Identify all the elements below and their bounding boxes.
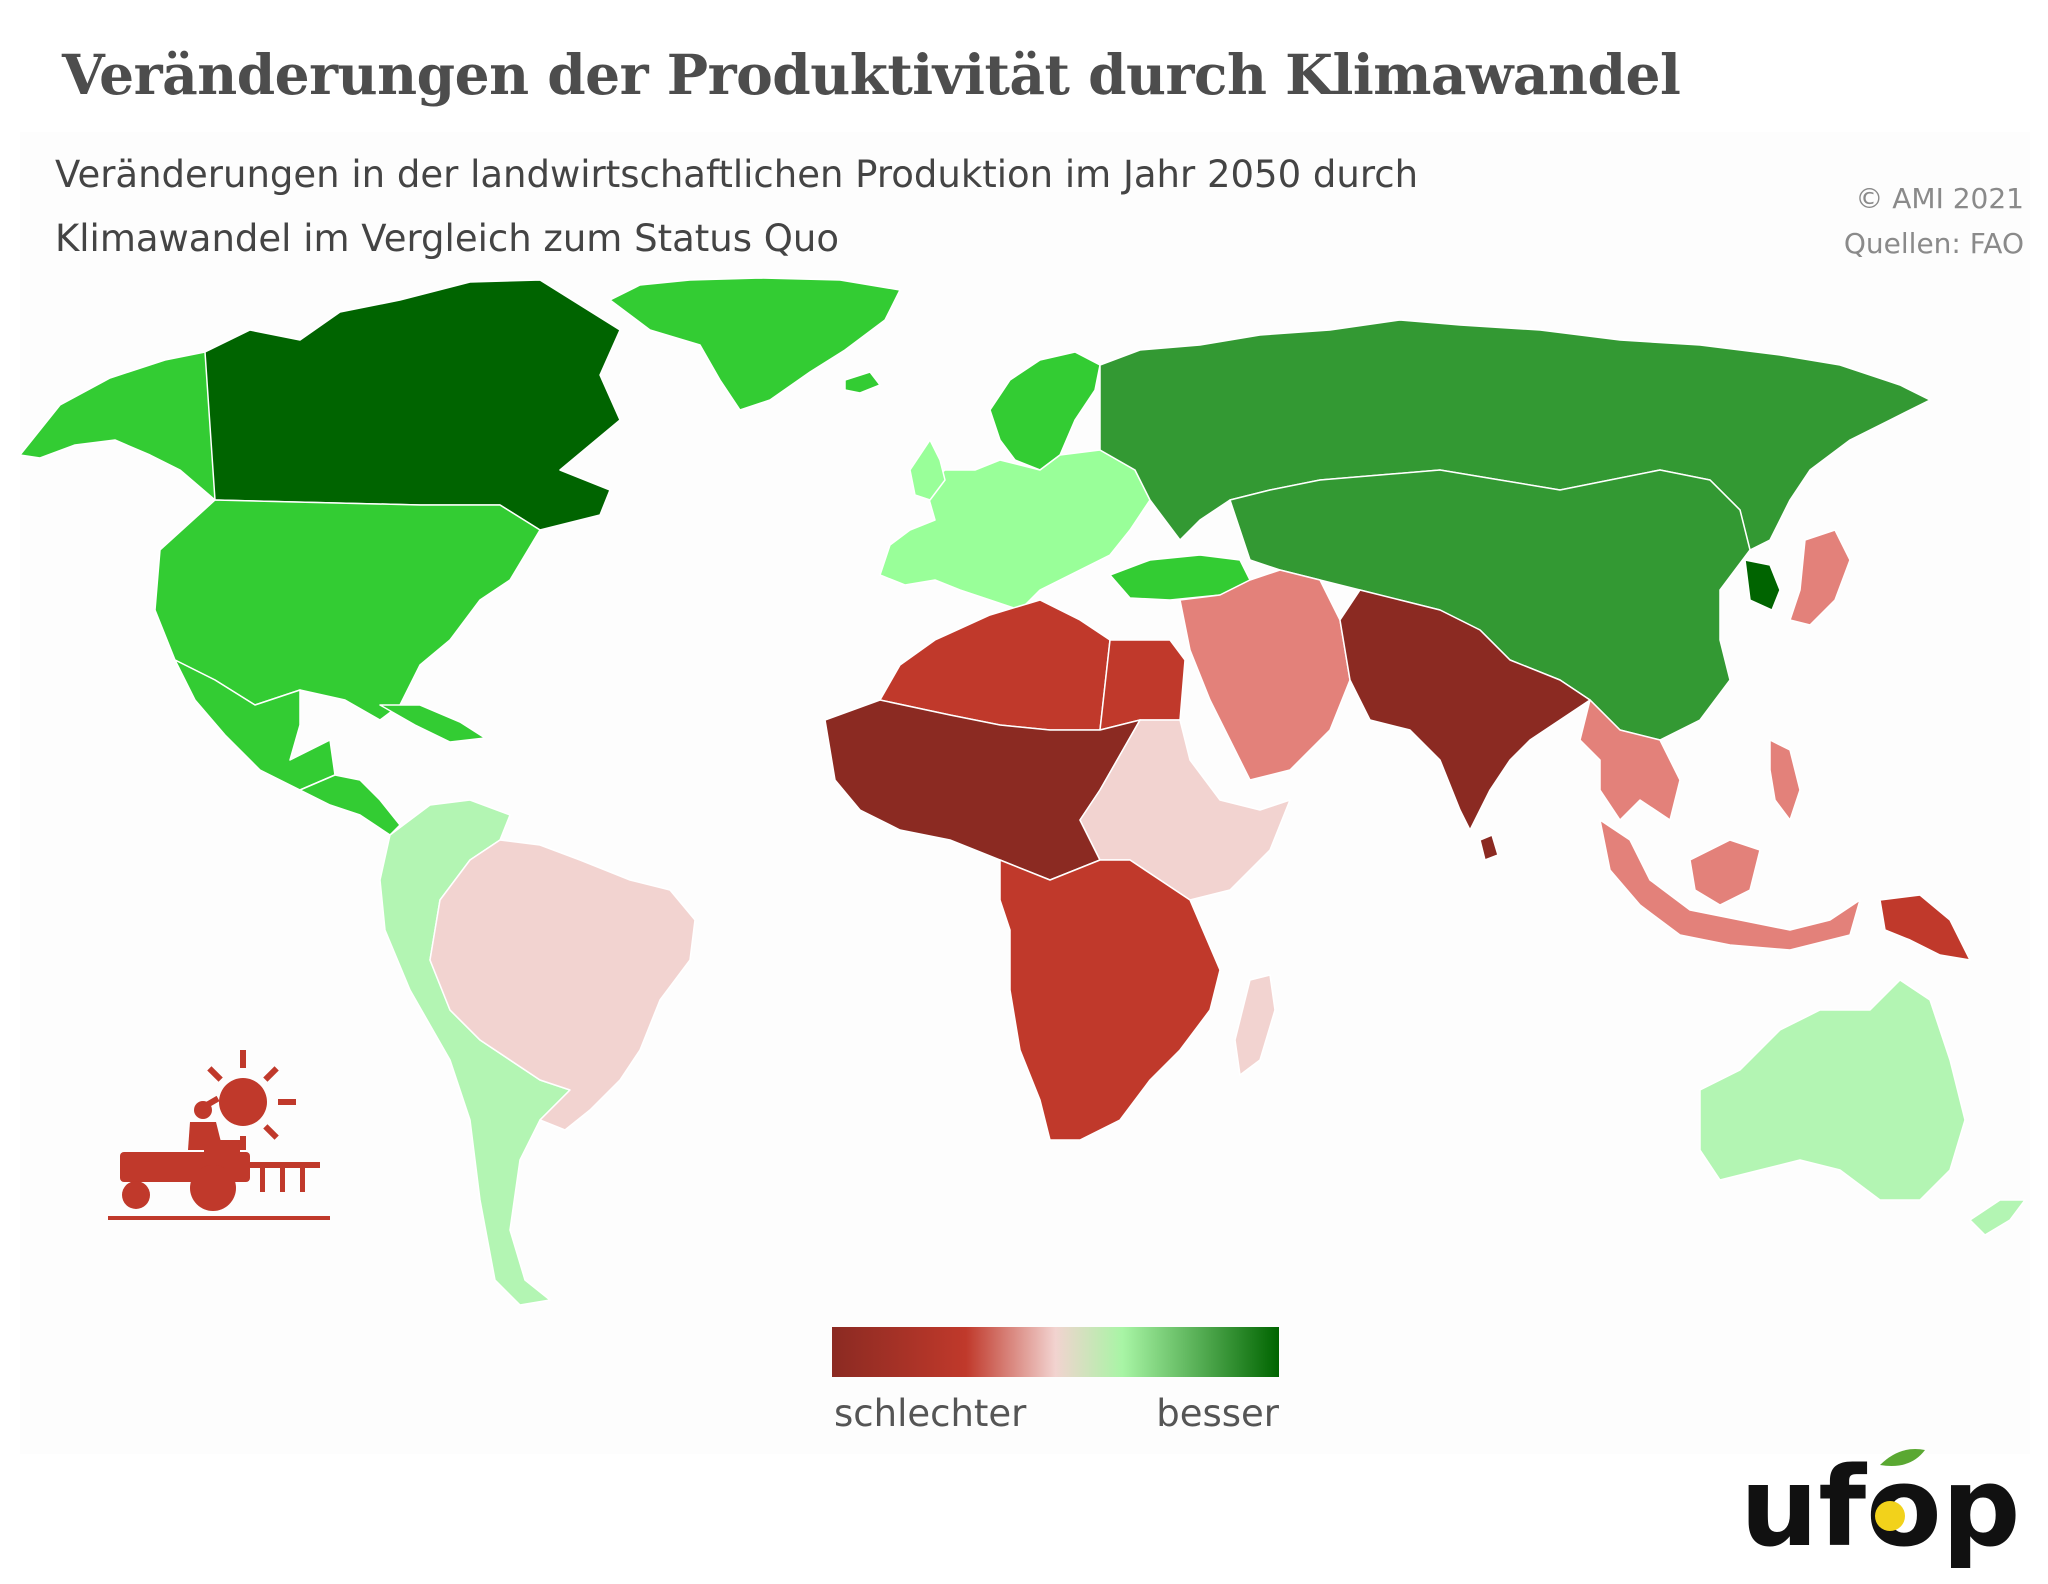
map-region-central-america bbox=[299, 774, 401, 836]
map-region-canada bbox=[204, 279, 621, 531]
map-region-uk bbox=[909, 439, 946, 501]
map-region-southeast-asia bbox=[1579, 699, 1681, 821]
map-region-mexico bbox=[174, 659, 336, 791]
ufop-logo: ufop bbox=[1740, 1443, 2020, 1571]
map-region-usa bbox=[154, 499, 541, 721]
map-region-philippines bbox=[1769, 739, 1801, 821]
map-region-egypt bbox=[1099, 639, 1186, 731]
legend-worse-label: schlechter bbox=[834, 1392, 1027, 1435]
map-region-east-africa bbox=[1079, 719, 1291, 901]
chart-title: Veränderungen der Produktivität durch Kl… bbox=[62, 42, 1681, 107]
map-region-greenland bbox=[609, 277, 901, 411]
copyright-text: © AMI 2021 bbox=[1855, 182, 2024, 215]
map-region-south-asia bbox=[1339, 589, 1591, 831]
map-region-new-zealand bbox=[1969, 1199, 2026, 1236]
chart-subtitle: Veränderungen in der landwirtschaftliche… bbox=[55, 143, 1615, 271]
map-region-iceland bbox=[844, 371, 881, 394]
map-region-middle-east bbox=[1179, 569, 1351, 781]
map-region-southern-africa bbox=[999, 859, 1221, 1141]
map-region-caribbean bbox=[379, 704, 486, 743]
source-text: Quellen: FAO bbox=[1843, 227, 2024, 260]
legend-better-label: besser bbox=[1156, 1392, 1279, 1435]
subtitle-line-2: Klimawandel im Vergleich zum Status Quo bbox=[55, 217, 839, 260]
tractor-sun-icon bbox=[108, 1050, 330, 1220]
source-credit: © AMI 2021 Quellen: FAO bbox=[1724, 176, 2024, 266]
map-region-borneo bbox=[1689, 839, 1761, 906]
map-region-scandinavia bbox=[989, 351, 1101, 471]
legend-color-scale bbox=[832, 1327, 1279, 1377]
map-region-madagascar bbox=[1234, 974, 1276, 1076]
map-region-alaska bbox=[19, 351, 226, 501]
map-region-sri-lanka bbox=[1479, 834, 1499, 861]
map-region-australia bbox=[1699, 979, 1966, 1201]
map-region-indonesia-malaysia bbox=[1599, 819, 1861, 951]
subtitle-line-1: Veränderungen in der landwirtschaftliche… bbox=[55, 153, 1419, 196]
map-region-korea bbox=[1744, 559, 1781, 611]
map-region-japan bbox=[1789, 529, 1851, 626]
map-region-brazil bbox=[429, 839, 696, 1131]
map-region-papua bbox=[1879, 894, 1971, 961]
